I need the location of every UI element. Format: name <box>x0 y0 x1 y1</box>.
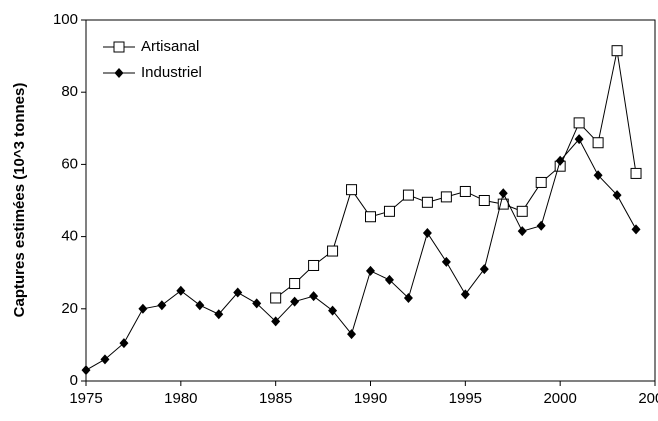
marker-square <box>478 195 490 206</box>
marker-diamond <box>328 305 338 316</box>
marker-diamond <box>100 354 110 365</box>
marker-diamond <box>214 309 224 320</box>
y-axis-label: Captures estimées (10^3 tonnes) <box>11 83 28 318</box>
marker-diamond <box>252 298 262 309</box>
marker-square <box>459 185 471 197</box>
marker-diamond <box>347 329 357 340</box>
marker-square <box>346 184 358 196</box>
x-tick-label: 2000 <box>543 390 576 407</box>
marker-diamond <box>555 155 565 166</box>
marker-square <box>383 205 395 217</box>
marker-square <box>630 167 642 179</box>
marker-diamond <box>574 134 584 145</box>
marker-diamond <box>422 227 432 238</box>
marker-square <box>440 191 452 203</box>
y-tick-label: 100 <box>53 11 78 28</box>
marker-diamond <box>593 170 603 181</box>
marker-square <box>421 196 433 208</box>
marker-square <box>270 292 282 304</box>
marker-diamond <box>233 287 243 298</box>
marker-diamond <box>81 365 91 376</box>
marker-diamond <box>517 226 527 237</box>
x-tick-label: 2005 <box>638 390 658 407</box>
marker-square <box>573 117 585 129</box>
marker-diamond <box>460 289 470 300</box>
marker-diamond <box>403 292 413 303</box>
marker-diamond <box>138 303 148 314</box>
marker-square <box>289 278 301 290</box>
marker-square <box>113 41 125 53</box>
marker-diamond <box>384 274 394 285</box>
marker-square <box>365 211 376 223</box>
marker-square <box>516 205 528 217</box>
marker-diamond <box>498 188 508 199</box>
marker-diamond <box>157 300 167 311</box>
marker-diamond <box>631 224 641 235</box>
y-tick-label: 20 <box>61 300 78 317</box>
marker-diamond <box>612 190 622 201</box>
marker-square <box>611 45 623 57</box>
marker-diamond <box>176 285 186 296</box>
y-tick-label: 0 <box>70 372 78 389</box>
marker-square <box>592 137 604 149</box>
marker-diamond <box>271 316 281 327</box>
x-tick-label: 1995 <box>449 390 482 407</box>
marker-diamond <box>536 220 546 231</box>
y-tick-label: 40 <box>61 228 78 245</box>
marker-square <box>327 245 339 257</box>
marker-diamond <box>114 68 124 78</box>
marker-diamond <box>366 265 375 276</box>
series-line <box>85 138 637 371</box>
marker-square <box>535 176 547 188</box>
x-tick-label: 1990 <box>354 390 387 407</box>
marker-square <box>308 259 320 271</box>
marker-diamond <box>479 264 489 275</box>
y-tick-label: 80 <box>61 83 78 100</box>
series-line <box>275 50 637 299</box>
x-tick-label: 1975 <box>69 390 102 407</box>
x-tick-label: 1980 <box>164 390 197 407</box>
y-tick-label: 60 <box>61 155 78 172</box>
marker-diamond <box>119 338 129 349</box>
marker-square <box>402 189 414 201</box>
legend-label: Industriel <box>141 64 202 81</box>
marker-diamond <box>309 291 319 302</box>
legend-label: Artisanal <box>141 38 199 55</box>
x-tick-label: 1985 <box>259 390 292 407</box>
marker-diamond <box>441 256 451 267</box>
marker-diamond <box>195 300 205 311</box>
marker-diamond <box>290 296 300 307</box>
